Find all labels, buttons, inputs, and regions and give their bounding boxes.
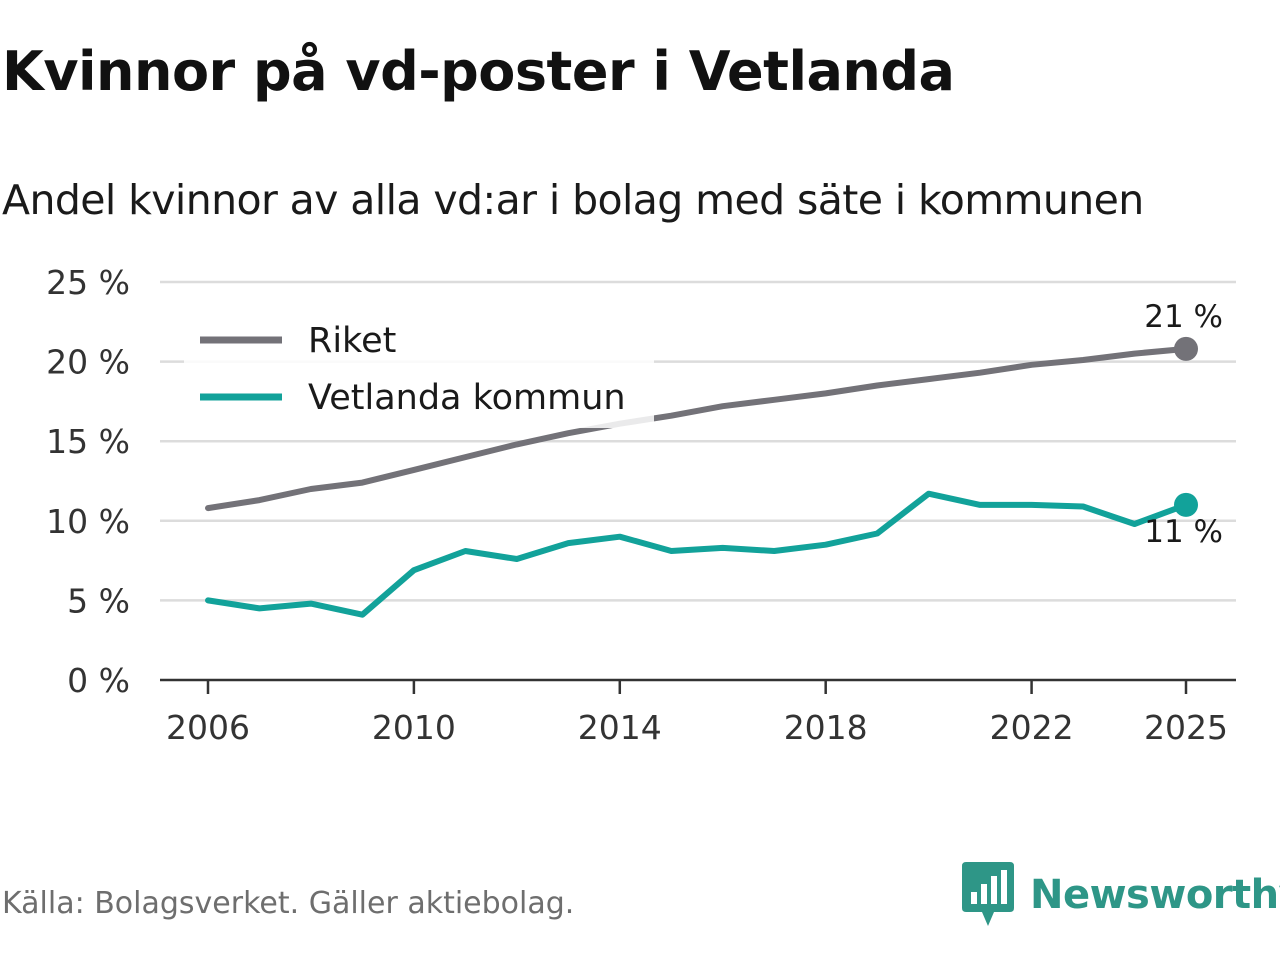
end-labels: 21 % 11 % xyxy=(1144,299,1223,550)
end-value-label: 21 % xyxy=(1144,299,1223,335)
x-tick-label: 2010 xyxy=(372,708,456,747)
chart-subtitle: Andel kvinnor av alla vd:ar i bolag med … xyxy=(2,176,1144,224)
legend-label-vetlanda-kommun: Vetlanda kommun xyxy=(308,378,626,418)
legend-label-riket: Riket xyxy=(308,321,396,361)
y-tick-label: 0 % xyxy=(67,661,130,700)
x-tick-label: 2014 xyxy=(578,708,662,747)
x-tick-label: 2006 xyxy=(166,708,250,747)
end-value-label: 11 % xyxy=(1144,514,1223,550)
end-marker-riket xyxy=(1174,336,1198,361)
legend-background xyxy=(184,316,654,428)
y-tick-label: 25 % xyxy=(46,263,130,302)
chart-title: Kvinnor på vd-poster i Vetlanda xyxy=(2,40,955,103)
x-tick-label: 2022 xyxy=(990,708,1074,747)
series-line-vetlanda-kommun xyxy=(205,490,1189,618)
line-chart: 0 % 5 % 10 % 15 % 20 % 25 % 2006 2010 2014 2018 20… xyxy=(46,263,1236,747)
y-tick-label: 15 % xyxy=(46,422,130,461)
legend: Riket Vetlanda kommun xyxy=(184,316,654,428)
y-tick-label: 10 % xyxy=(46,502,130,541)
end-marker-vetlanda-kommun xyxy=(1174,492,1198,517)
series-line-riket xyxy=(205,345,1189,512)
source-note: Källa: Bolagsverket. Gäller aktiebolag. xyxy=(2,886,575,921)
x-tick-label: 2025 xyxy=(1144,708,1228,747)
brand-logo[interactable]: Newsworthy xyxy=(962,862,1280,928)
y-tick-label: 20 % xyxy=(46,343,130,382)
series-lines xyxy=(205,336,1198,618)
x-tick-label: 2018 xyxy=(784,708,868,747)
brand-name: Newsworthy xyxy=(1030,872,1280,918)
newsworthy-logo-icon xyxy=(962,862,1014,926)
axes: 0 % 5 % 10 % 15 % 20 % 25 % 2006 2010 2014 2018 20… xyxy=(46,263,1236,747)
y-tick-label: 5 % xyxy=(67,581,130,620)
